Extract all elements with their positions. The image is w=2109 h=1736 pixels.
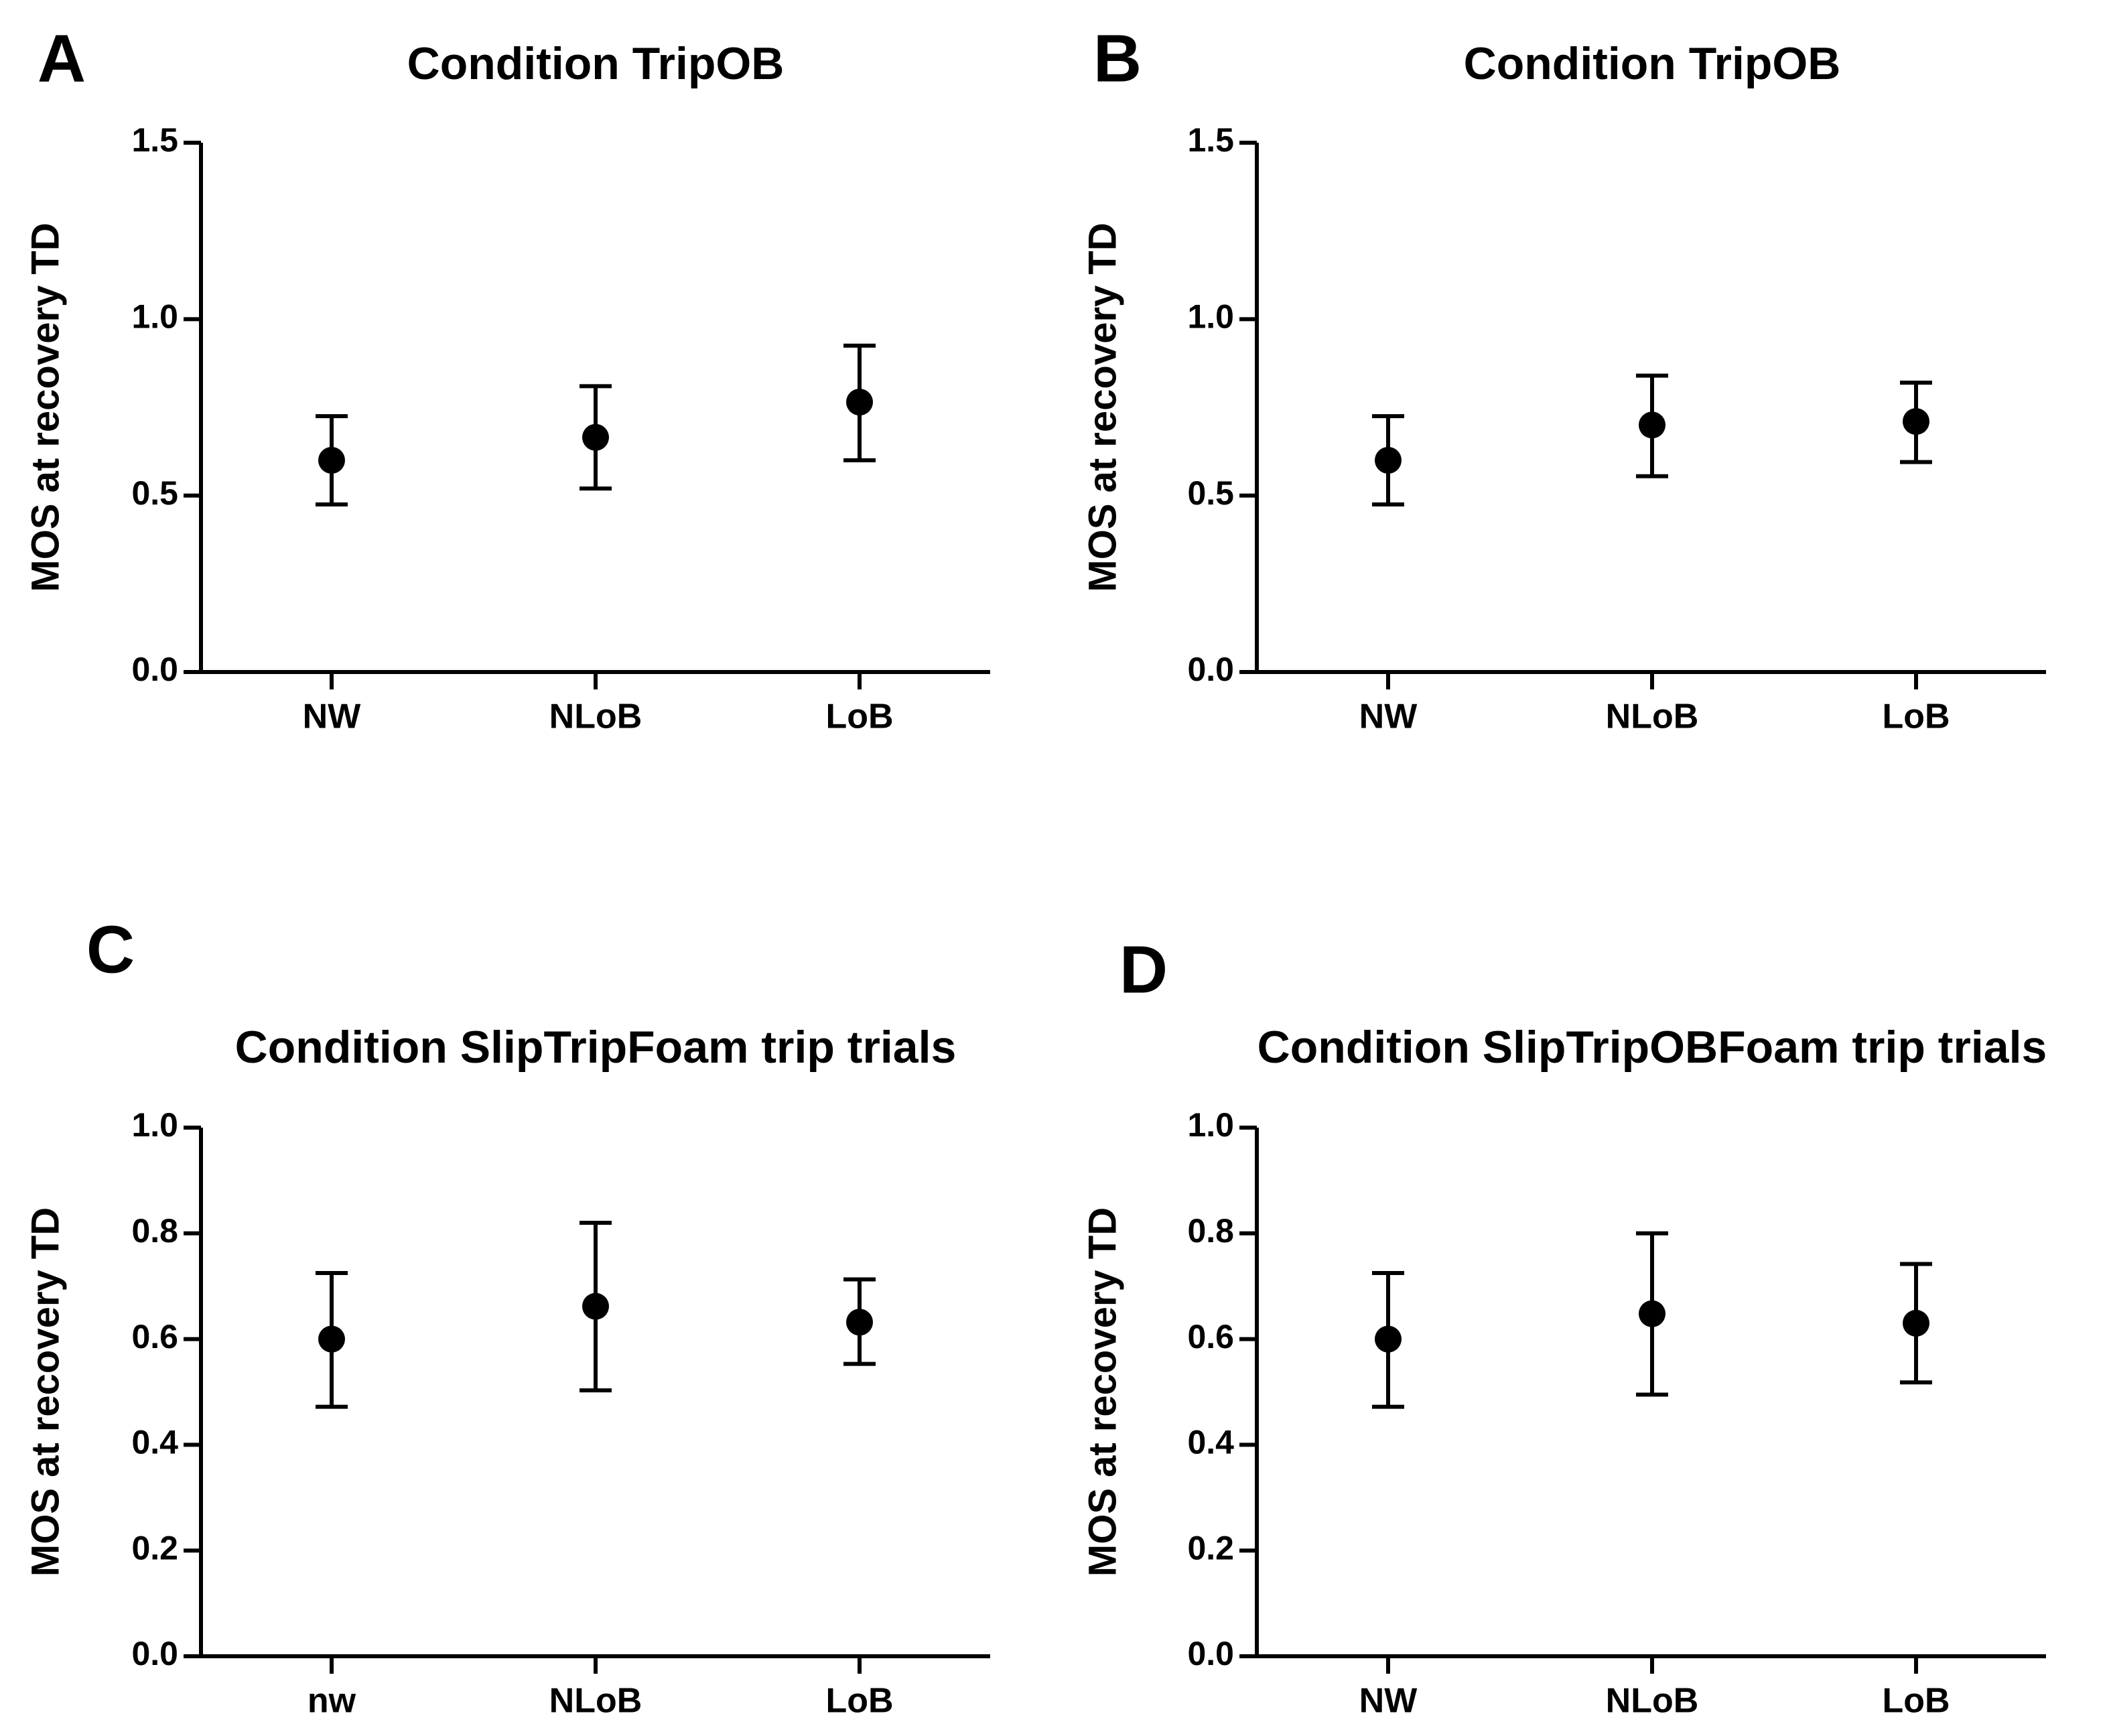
chart-title: Condition TripOB — [1464, 38, 1841, 89]
y-tick-label: 0.6 — [1187, 1318, 1234, 1355]
y-tick-label: 0.0 — [1187, 651, 1234, 688]
y-tick-label: 1.5 — [131, 121, 178, 159]
y-tick-label: 0.0 — [1187, 1635, 1234, 1672]
y-tick-label: 0.0 — [131, 1635, 178, 1672]
y-tick-label: 0.4 — [131, 1424, 178, 1461]
data-point-nlob — [1639, 411, 1665, 439]
x-tick-label: NW — [1359, 1682, 1418, 1721]
x-tick-label: NW — [303, 697, 362, 736]
panel-label: A — [38, 21, 86, 96]
y-tick-label: 1.0 — [1187, 1106, 1234, 1144]
x-tick-label: NLoB — [549, 1682, 642, 1721]
x-tick-label: NW — [1359, 697, 1418, 736]
chart-title: Condition TripOB — [407, 38, 785, 89]
y-tick-label: 0.8 — [1187, 1212, 1234, 1250]
y-tick-label: 0.5 — [131, 474, 178, 512]
y-tick-label: 1.0 — [1187, 298, 1234, 336]
y-tick-label: 0.2 — [131, 1529, 178, 1566]
y-tick-label: 0.6 — [131, 1318, 178, 1355]
x-tick-label: NLoB — [1606, 1682, 1699, 1721]
y-tick-label: 0.2 — [1187, 1529, 1234, 1566]
panel-label: C — [86, 912, 135, 987]
y-tick-label: 0.4 — [1187, 1424, 1234, 1461]
data-point-nlob — [582, 423, 609, 451]
x-tick-label: NLoB — [1606, 697, 1699, 736]
y-tick-label: 0.5 — [1187, 474, 1234, 512]
y-tick-label: 0.8 — [131, 1212, 178, 1250]
x-tick-label: NLoB — [549, 697, 642, 736]
data-point-lob — [1903, 1309, 1929, 1337]
data-point-nw — [318, 1325, 345, 1353]
data-point-lob — [846, 1309, 873, 1336]
data-point-nw — [1375, 1325, 1402, 1353]
data-point-lob — [846, 389, 873, 416]
chart-title: Condition SlipTripOBFoam trip trials — [1257, 1022, 2047, 1073]
y-axis-label: MOS at recovery TD — [1081, 222, 1124, 592]
x-tick-label: nw — [308, 1682, 356, 1721]
panel-label: B — [1093, 21, 1142, 96]
data-point-nlob — [1639, 1300, 1665, 1327]
data-point-nw — [1375, 447, 1402, 474]
y-tick-label: 1.0 — [131, 298, 178, 336]
y-tick-label: 1.0 — [131, 1106, 178, 1144]
data-point-lob — [1903, 408, 1929, 436]
chart-panel-b: B Condition TripOB 0.0 0.5 1.0 1.5 MOS at reco… — [1081, 21, 2046, 736]
chart-panel-a: A Condition TripOB 0.0 0.5 1.0 1.5 MOS at reco… — [23, 21, 990, 736]
chart-title: Condition SlipTripFoam trip trials — [235, 1022, 957, 1073]
y-axis-label: MOS at recovery TD — [1081, 1207, 1124, 1577]
x-tick-label: LoB — [1882, 1682, 1950, 1721]
chart-panel-d: D Condition SlipTripOBFoam trip trials 0.0… — [1081, 932, 2047, 1720]
y-axis-label: MOS at recovery TD — [23, 1207, 67, 1577]
y-axis-label: MOS at recovery TD — [23, 222, 67, 592]
y-tick-label: 0.0 — [131, 651, 178, 688]
x-tick-label: LoB — [825, 697, 893, 736]
data-point-nw — [318, 447, 345, 474]
chart-panel-c: C Condition SlipTripFoam trip trials 0.0 0.… — [23, 912, 990, 1721]
data-point-nlob — [582, 1292, 609, 1320]
x-tick-label: LoB — [1882, 697, 1950, 736]
y-tick-label: 1.5 — [1187, 121, 1234, 159]
x-tick-label: LoB — [825, 1682, 893, 1721]
panel-label: D — [1119, 932, 1168, 1007]
